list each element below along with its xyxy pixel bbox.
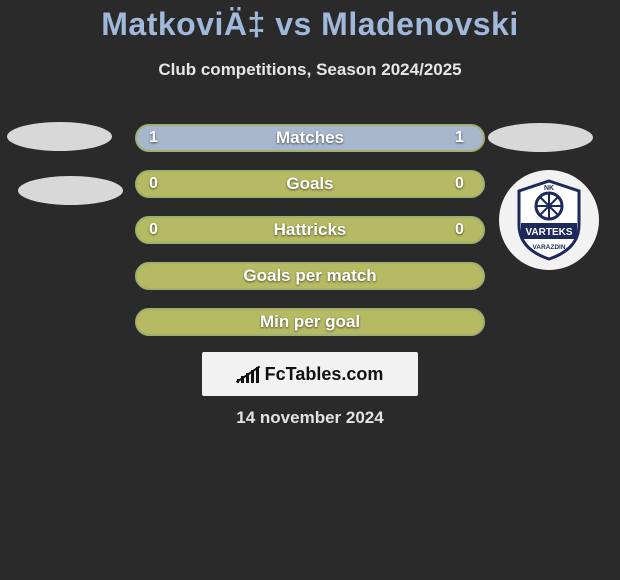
stat-right-value: 0 <box>455 221 471 239</box>
stat-row-goals-per-match: Goals per match <box>135 262 485 290</box>
stat-right-value: 1 <box>455 129 471 147</box>
page-title: MatkoviÄ‡ vs Mladenovski <box>0 6 620 43</box>
stat-left-value: 1 <box>149 129 165 147</box>
svg-text:VARAZDIN: VARAZDIN <box>532 244 565 251</box>
chart-bars-icon <box>237 365 259 383</box>
stat-label: Min per goal <box>149 312 471 332</box>
stat-left-value: 0 <box>149 221 165 239</box>
comparison-card: MatkoviÄ‡ vs Mladenovski Club competitio… <box>0 0 620 580</box>
source-logo-text: FcTables.com <box>265 364 384 385</box>
right-club-badge: NK VARTEKS VARAZDIN <box>499 170 599 270</box>
stat-right-value: 0 <box>455 175 471 193</box>
stat-row-matches: 1 Matches 1 <box>135 124 485 152</box>
svg-text:NK: NK <box>544 185 554 192</box>
club-crest-icon: NK VARTEKS VARAZDIN <box>513 179 585 261</box>
left-player-ellipse-1 <box>7 122 112 151</box>
stat-label: Hattricks <box>274 220 347 240</box>
stat-row-goals: 0 Goals 0 <box>135 170 485 198</box>
svg-text:VARTEKS: VARTEKS <box>525 227 572 238</box>
left-player-ellipse-2 <box>18 176 123 205</box>
page-subtitle: Club competitions, Season 2024/2025 <box>0 60 620 80</box>
stat-row-min-per-goal: Min per goal <box>135 308 485 336</box>
stat-left-value: 0 <box>149 175 165 193</box>
right-player-ellipse <box>488 123 593 152</box>
source-logo[interactable]: FcTables.com <box>202 352 418 396</box>
stat-row-hattricks: 0 Hattricks 0 <box>135 216 485 244</box>
stat-label: Matches <box>276 128 344 148</box>
generation-date: 14 november 2024 <box>0 408 620 428</box>
stat-label: Goals <box>286 174 333 194</box>
stat-label: Goals per match <box>149 266 471 286</box>
